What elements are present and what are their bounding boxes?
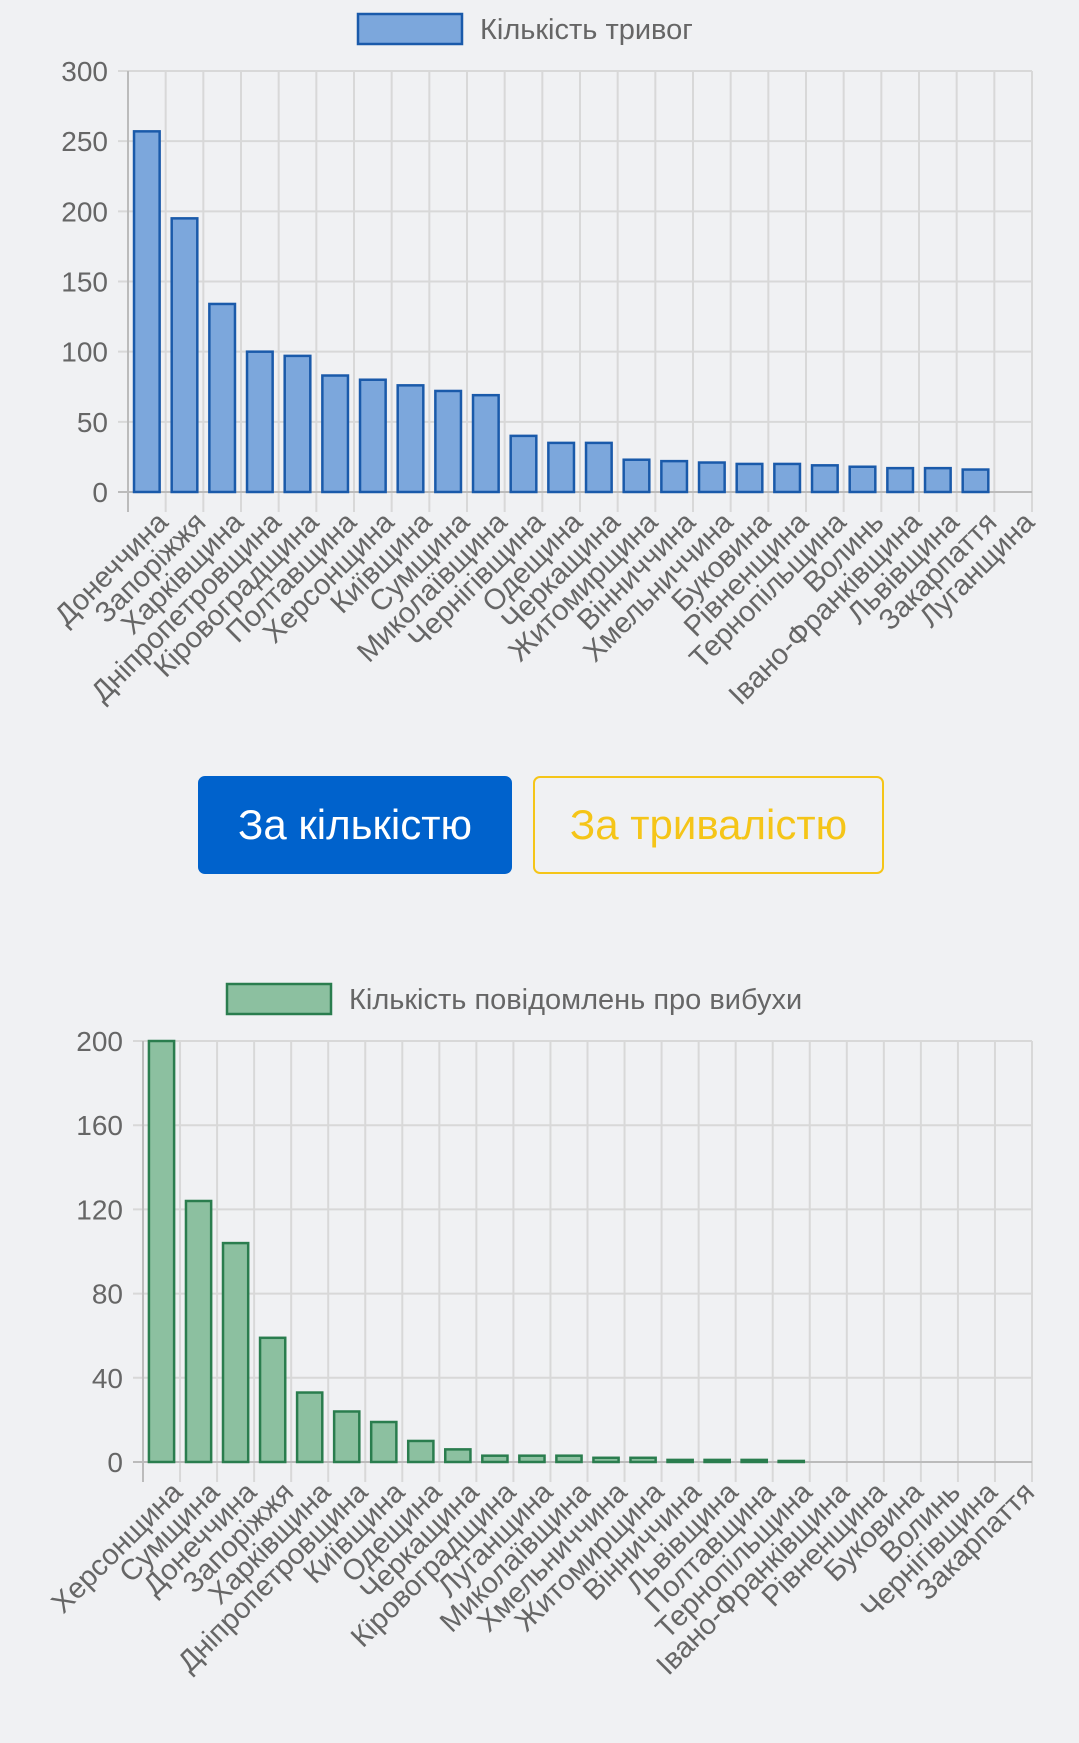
bar[interactable] — [961, 468, 990, 494]
bar[interactable] — [283, 354, 312, 494]
bar[interactable] — [923, 466, 952, 494]
y-tick-label: 50 — [77, 407, 108, 438]
bar[interactable] — [518, 1454, 546, 1464]
bar[interactable] — [547, 441, 576, 494]
bar[interactable] — [208, 302, 237, 494]
bar[interactable] — [509, 434, 538, 494]
bar[interactable] — [471, 393, 500, 494]
bar[interactable] — [295, 1391, 324, 1464]
legend-label: Кількість повідомлень про вибухи — [349, 984, 802, 1016]
bar[interactable] — [555, 1454, 583, 1464]
bar[interactable] — [147, 1039, 176, 1464]
by-duration-button[interactable]: За тривалістю — [533, 776, 884, 874]
bar[interactable] — [481, 1454, 509, 1464]
grid — [118, 70, 1033, 512]
bar[interactable] — [258, 1336, 287, 1464]
y-tick-label: 120 — [76, 1194, 123, 1225]
grid — [133, 1040, 1033, 1482]
bar[interactable] — [184, 1199, 213, 1464]
legend: Кількість повідомлень про вибухи — [225, 982, 802, 1016]
bar[interactable] — [396, 384, 425, 494]
bar[interactable] — [221, 1241, 250, 1464]
bar[interactable] — [777, 1459, 806, 1464]
y-tick-label: 100 — [61, 337, 108, 368]
bar[interactable] — [886, 466, 915, 494]
y-tick-label: 300 — [61, 56, 108, 87]
bar[interactable] — [358, 378, 387, 494]
bar[interactable] — [592, 1456, 620, 1464]
alerts-chart: Кількість тривог050100150200250300Донечч… — [49, 12, 1042, 711]
bar[interactable] — [703, 1458, 731, 1464]
y-tick-label: 40 — [92, 1363, 123, 1394]
bar[interactable] — [170, 217, 199, 494]
bar[interactable] — [406, 1439, 435, 1464]
bar[interactable] — [666, 1458, 694, 1464]
bar[interactable] — [332, 1410, 361, 1464]
y-tick-label: 0 — [92, 477, 108, 508]
legend-label: Кількість тривог — [480, 14, 693, 46]
bar[interactable] — [773, 462, 802, 494]
explosions-chart: Кількість повідомлень про вибухи 0 40 80 120… — [46, 982, 1041, 1681]
legend-swatch — [225, 982, 333, 1016]
y-tick-label: 0 — [107, 1447, 123, 1478]
bar[interactable] — [735, 462, 764, 494]
bar[interactable] — [740, 1458, 769, 1464]
bar[interactable] — [132, 130, 161, 494]
bar[interactable] — [444, 1448, 472, 1464]
bar[interactable] — [697, 461, 726, 494]
bar[interactable] — [622, 458, 651, 494]
y-tick-label: 250 — [61, 126, 108, 157]
bar[interactable] — [584, 441, 613, 494]
by-count-button[interactable]: За кількістю — [198, 776, 512, 874]
bar[interactable] — [321, 374, 350, 494]
bar[interactable] — [629, 1456, 657, 1464]
bar[interactable] — [810, 464, 839, 494]
bar[interactable] — [245, 350, 274, 494]
bar[interactable] — [434, 389, 463, 494]
y-tick-label: 150 — [61, 267, 108, 298]
bar[interactable] — [660, 459, 689, 494]
legend-swatch — [356, 12, 464, 46]
bar[interactable] — [369, 1420, 398, 1464]
y-tick-label: 200 — [61, 196, 108, 227]
y-tick-label: 80 — [92, 1279, 123, 1310]
legend: Кількість тривог — [356, 12, 693, 46]
y-tick-label: 160 — [76, 1110, 123, 1141]
y-tick-label: 200 — [76, 1026, 123, 1057]
bar[interactable] — [848, 465, 877, 494]
